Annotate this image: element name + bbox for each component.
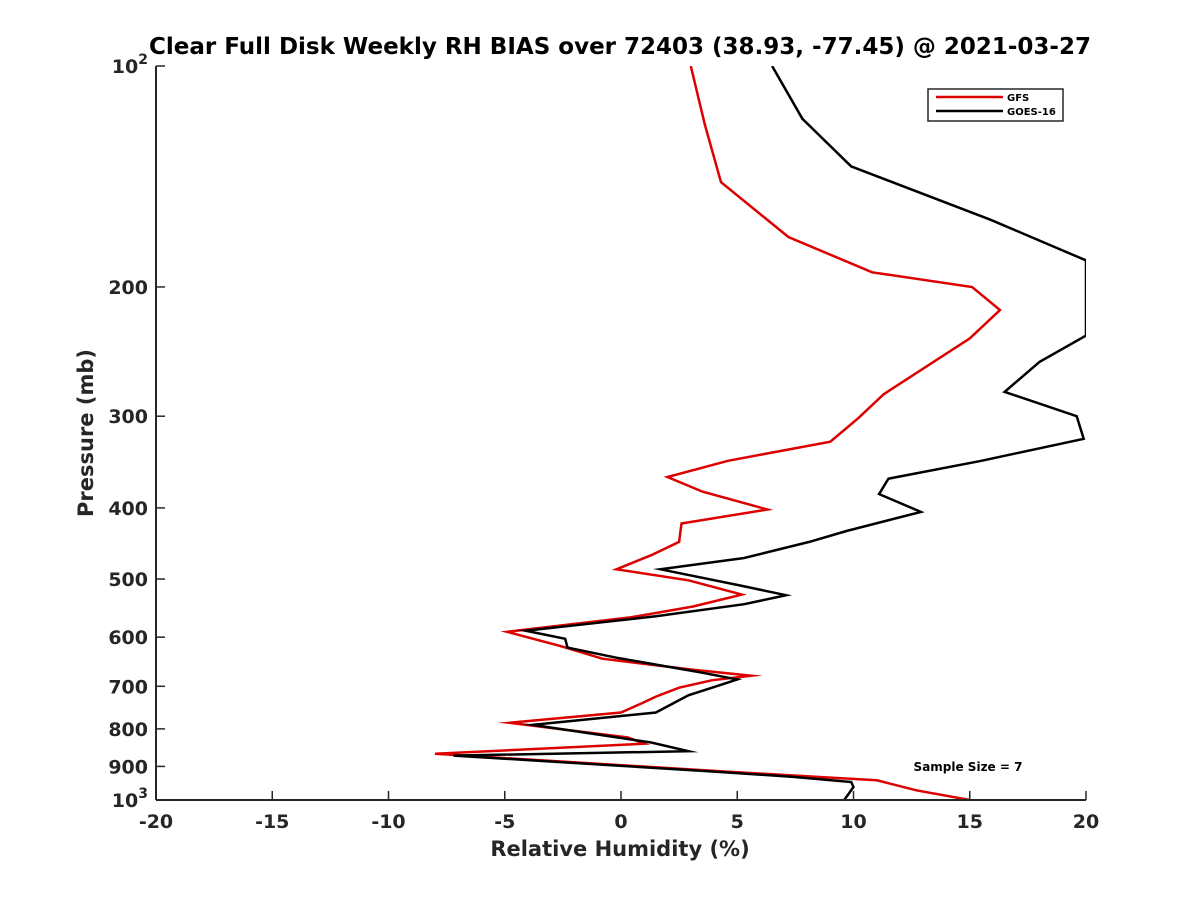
x-tick-label: -10 bbox=[371, 811, 405, 833]
x-tick-label: -15 bbox=[255, 811, 289, 833]
y-tick-label: 500 bbox=[108, 569, 148, 591]
series-line-goes16 bbox=[453, 66, 1086, 800]
legend-label-gfs: GFS bbox=[1007, 93, 1029, 104]
y-tick-label: 102 bbox=[112, 52, 148, 78]
y-axis-label: Pressure (mb) bbox=[74, 349, 98, 517]
x-tick-label: -20 bbox=[139, 811, 173, 833]
y-tick-label: 400 bbox=[108, 498, 148, 520]
y-tick-exponent: 3 bbox=[138, 786, 148, 802]
y-tick-label: 900 bbox=[108, 756, 148, 778]
x-tick-label: 20 bbox=[1073, 811, 1099, 833]
x-axis-label: Relative Humidity (%) bbox=[490, 837, 749, 861]
y-tick-label: 300 bbox=[108, 406, 148, 428]
y-tick-label: 200 bbox=[108, 277, 148, 299]
x-tick-label: 0 bbox=[614, 811, 627, 833]
y-tick-base: 10 bbox=[112, 56, 138, 78]
y-tick-label: 800 bbox=[108, 719, 148, 741]
legend: GFS GOES-16 bbox=[927, 88, 1064, 122]
x-tick-label: -5 bbox=[494, 811, 515, 833]
y-tick-base: 10 bbox=[112, 790, 138, 812]
series-layer bbox=[434, 66, 1086, 800]
y-tick-label: 700 bbox=[108, 676, 148, 698]
y-tick-label: 103 bbox=[112, 786, 148, 812]
x-tick-label: 15 bbox=[957, 811, 983, 833]
sample-size-annotation: Sample Size = 7 bbox=[914, 760, 1023, 774]
series-line-gfs bbox=[434, 66, 1002, 800]
x-axis-ticks: -20 -15 -10 -5 0 5 10 15 20 bbox=[139, 791, 1099, 833]
x-tick-label: 10 bbox=[840, 811, 866, 833]
legend-label-goes16: GOES-16 bbox=[1007, 107, 1056, 118]
chart-title: Clear Full Disk Weekly RH BIAS over 7240… bbox=[149, 34, 1091, 60]
legend-box bbox=[927, 88, 1064, 122]
y-tick-label: 600 bbox=[108, 627, 148, 649]
y-tick-exponent: 2 bbox=[138, 52, 148, 68]
x-tick-label: 5 bbox=[731, 811, 744, 833]
